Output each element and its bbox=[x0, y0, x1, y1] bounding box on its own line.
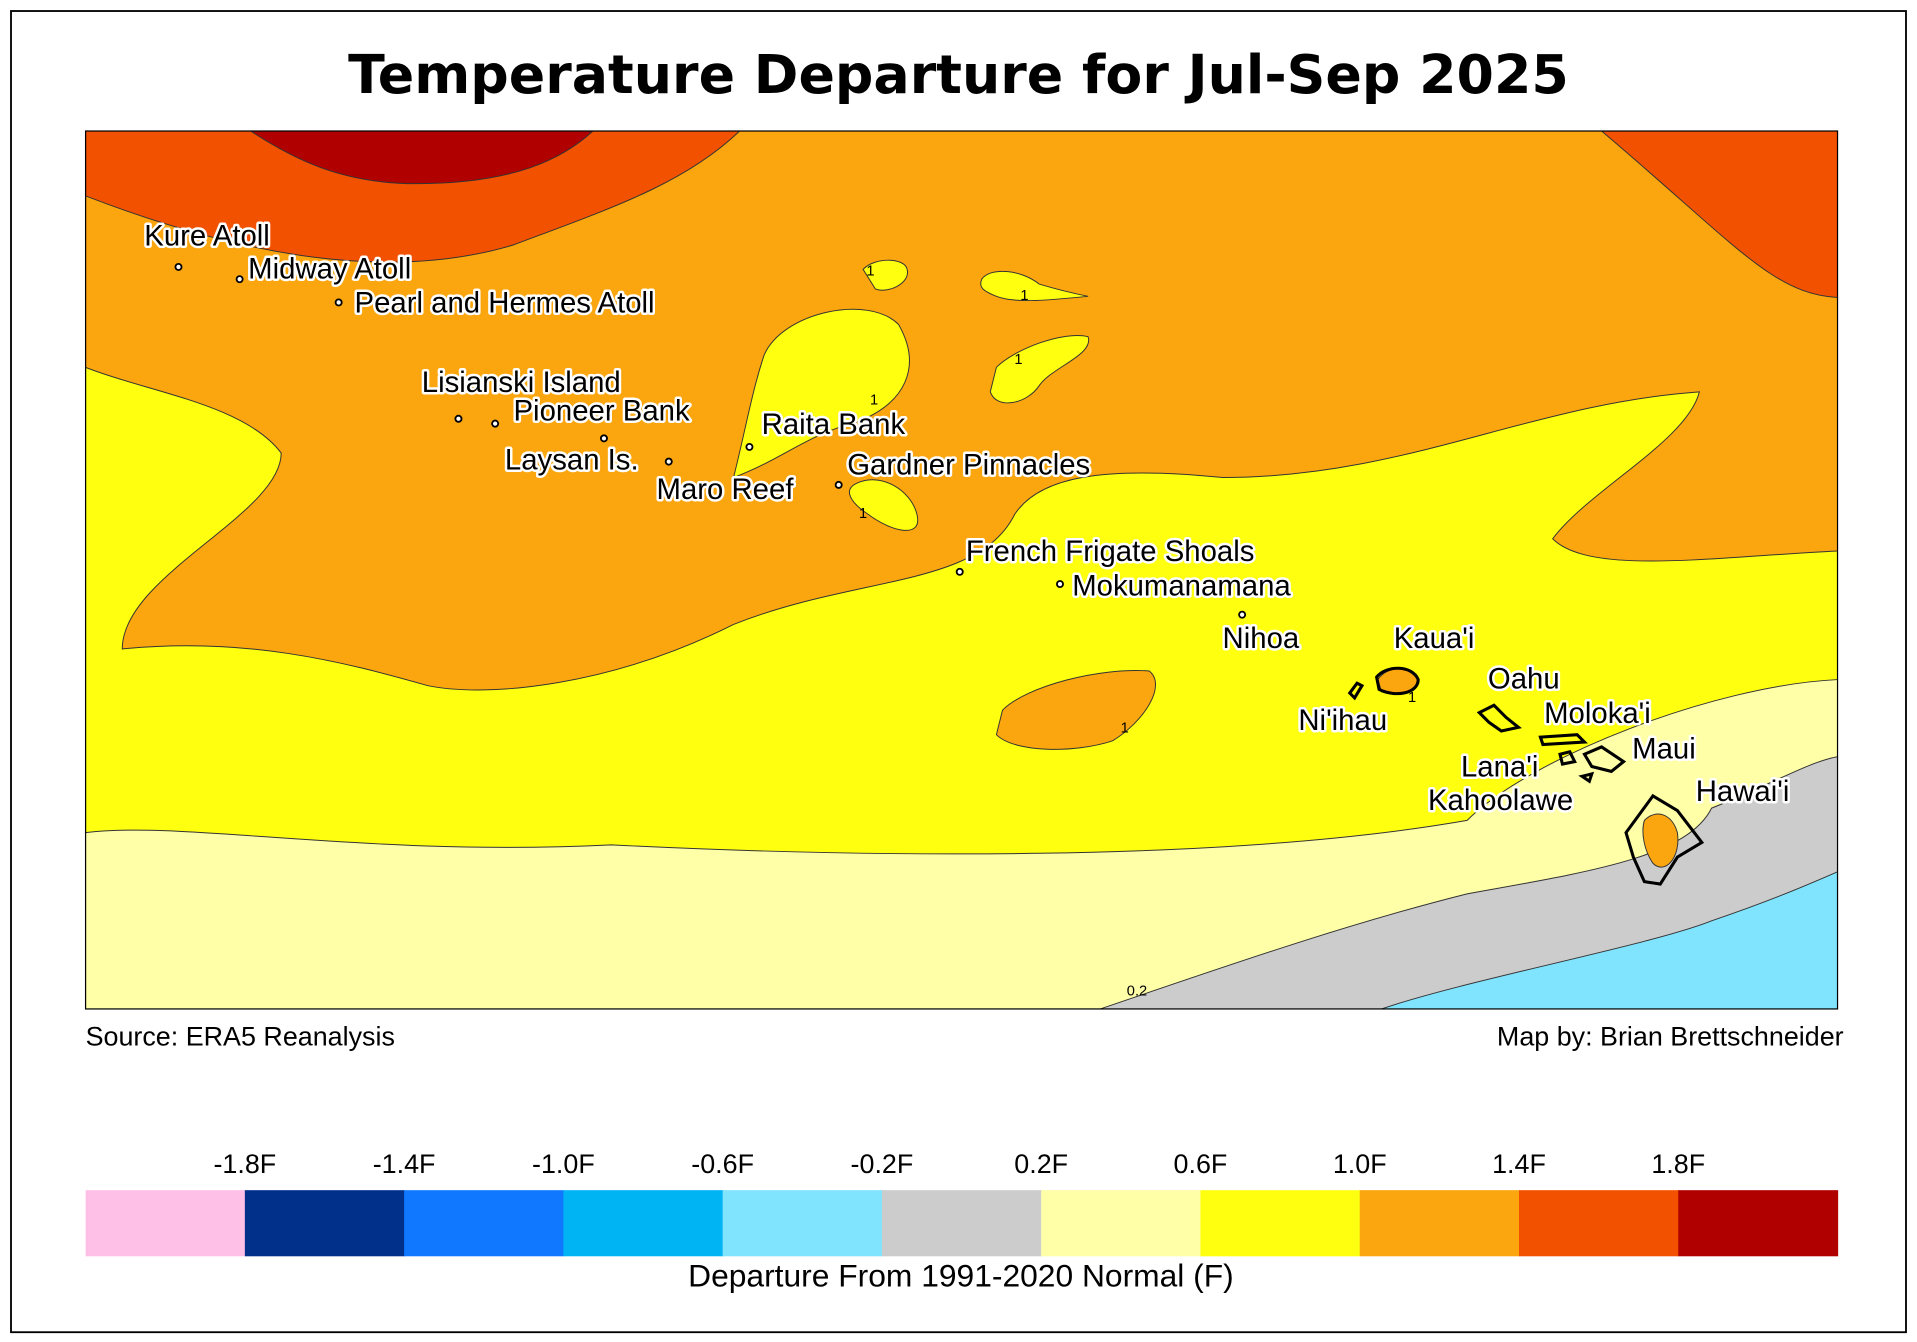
place-marker bbox=[1238, 610, 1247, 619]
colorbar-segment bbox=[244, 1190, 405, 1257]
credit-text: Map by: Brian Brettschneider bbox=[1497, 1021, 1844, 1051]
colorbar-tick-label: -1.4F bbox=[373, 1149, 436, 1179]
colorbar-segment bbox=[1359, 1190, 1520, 1257]
place-marker bbox=[834, 480, 843, 489]
island-outline bbox=[1476, 703, 1522, 733]
place-label: Pearl and Hermes Atoll bbox=[355, 287, 655, 320]
region-orange bbox=[1642, 813, 1679, 868]
contour-label: 1 bbox=[1408, 690, 1416, 706]
region-yellow bbox=[848, 479, 919, 531]
colorbar-segment bbox=[85, 1190, 246, 1257]
island-outline bbox=[1558, 750, 1577, 766]
place-label: Maui bbox=[1632, 732, 1696, 765]
map-frame bbox=[84, 130, 1839, 1010]
place-label: Hawai'i bbox=[1696, 775, 1790, 808]
colorbar-tick-label: -0.6F bbox=[691, 1149, 754, 1179]
colorbar-tick-label: 0.6F bbox=[1174, 1149, 1228, 1179]
colorbar-segment bbox=[1678, 1190, 1839, 1257]
source-text: Source: ERA5 Reanalysis bbox=[86, 1021, 395, 1051]
colorbar-title: Departure From 1991-2020 Normal (F) bbox=[688, 1258, 1234, 1294]
region-yellow bbox=[989, 335, 1090, 404]
colorbar-segment bbox=[881, 1190, 1042, 1257]
place-label: Moloka'i bbox=[1544, 697, 1651, 730]
region-dark-red bbox=[249, 131, 594, 185]
place-marker bbox=[955, 567, 964, 576]
colorbar-tick-label: -1.0F bbox=[532, 1149, 595, 1179]
colorbar-tick-label: -0.2F bbox=[851, 1149, 914, 1179]
region-dark-orange bbox=[85, 131, 741, 263]
island-outline bbox=[1538, 733, 1588, 747]
contour-label: 1 bbox=[870, 392, 878, 408]
place-label: Laysan Is. bbox=[505, 443, 639, 476]
contour-label: 1 bbox=[859, 506, 867, 522]
place-label: Maro Reef bbox=[657, 473, 795, 506]
map-title: Temperature Departure for Jul-Sep 2025 bbox=[348, 43, 1569, 106]
colorbar-tick-label: 0.2F bbox=[1014, 1149, 1068, 1179]
place-label: French Frigate Shoals bbox=[966, 535, 1255, 568]
colorbar-segment bbox=[404, 1190, 564, 1257]
place-label: Oahu bbox=[1488, 663, 1560, 696]
place-marker bbox=[235, 275, 244, 284]
place-marker bbox=[664, 457, 673, 466]
island-outline bbox=[1578, 771, 1595, 784]
region-yellow bbox=[732, 308, 910, 479]
region-dark-orange bbox=[1600, 131, 1838, 299]
place-marker bbox=[599, 434, 608, 443]
colorbar-segment bbox=[1518, 1190, 1679, 1257]
place-label: Lisianski Island bbox=[422, 366, 621, 399]
place-marker bbox=[491, 419, 500, 428]
region-orange bbox=[995, 670, 1156, 750]
contour-label: 1 bbox=[1014, 352, 1022, 368]
place-marker bbox=[174, 262, 183, 271]
contour-label: 1 bbox=[1121, 720, 1129, 736]
colorbar-segment bbox=[563, 1190, 724, 1257]
place-label: Mokumanamana bbox=[1072, 569, 1291, 602]
colorbar-tick-label: -1.8F bbox=[213, 1149, 276, 1179]
island-outline bbox=[1624, 793, 1705, 886]
contour-label: 1 bbox=[866, 264, 874, 280]
colorbar-tick-label: 1.0F bbox=[1333, 1149, 1387, 1179]
region-light-blue bbox=[1381, 871, 1838, 1009]
place-label: Pioneer Bank bbox=[513, 394, 689, 427]
contour-label: 1 bbox=[1020, 288, 1028, 304]
island-outline bbox=[1374, 666, 1420, 696]
place-label: Midway Atoll bbox=[248, 252, 411, 285]
place-label: Lana'i bbox=[1461, 751, 1538, 784]
colorbar-tick-label: 1.4F bbox=[1492, 1149, 1546, 1179]
place-marker bbox=[454, 414, 463, 423]
map-area bbox=[84, 130, 1839, 1010]
region-yellow bbox=[862, 259, 908, 291]
place-label: Gardner Pinnacles bbox=[847, 448, 1090, 481]
place-label: Nihoa bbox=[1223, 622, 1300, 655]
place-label: Kaua'i bbox=[1394, 622, 1475, 655]
colorbar-segment bbox=[722, 1190, 883, 1257]
colorbar-tick-label: 1.8F bbox=[1651, 1149, 1705, 1179]
contour-label: 0.2 bbox=[1127, 984, 1147, 1000]
island-outline bbox=[1582, 745, 1627, 774]
place-label: Ni'ihau bbox=[1298, 704, 1387, 737]
place-marker bbox=[334, 298, 343, 307]
colorbar: -1.8F -1.4F -1.0F -0.6F -0.2F 0.2F 0.6F 1.0F 1.4… bbox=[85, 1149, 1839, 1257]
place-marker bbox=[745, 442, 754, 451]
colorbar-segment bbox=[1041, 1190, 1202, 1257]
region-yellow bbox=[980, 270, 1089, 302]
colorbar-segment bbox=[1200, 1190, 1361, 1257]
place-marker bbox=[1056, 580, 1064, 589]
island-outline bbox=[1347, 681, 1365, 701]
place-label: Kahoolawe bbox=[1428, 784, 1573, 817]
place-label: Kure Atoll bbox=[144, 219, 270, 252]
region-orange bbox=[85, 131, 1838, 691]
place-label: Raita Bank bbox=[762, 408, 906, 441]
